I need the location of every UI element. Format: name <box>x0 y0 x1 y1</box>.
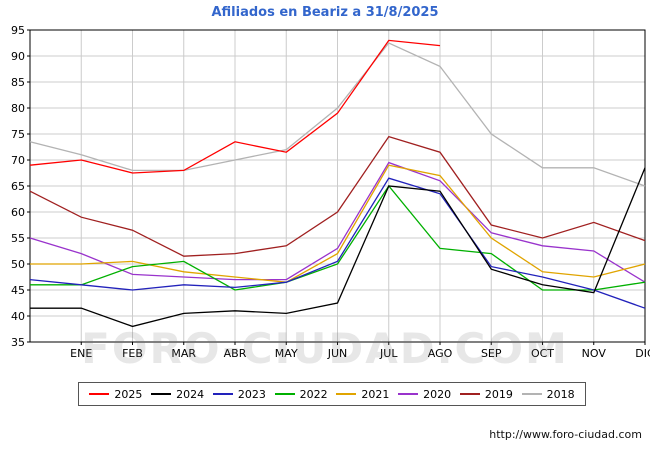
x-tick-label: NOV <box>582 347 607 360</box>
legend-item-2023: 2023 <box>212 387 266 401</box>
x-tick-label: JUN <box>327 347 348 360</box>
y-tick-label: 35 <box>11 336 25 349</box>
website-link[interactable]: http://www.foro-ciudad.com <box>489 428 642 441</box>
x-tick-label: ABR <box>224 347 247 360</box>
y-tick-label: 40 <box>11 310 25 323</box>
legend-swatch-2018 <box>521 393 542 395</box>
x-tick-label: JUL <box>379 347 398 360</box>
x-tick-label: OCT <box>531 347 554 360</box>
legend-item-2021: 2021 <box>336 388 389 401</box>
legend-swatch-2019 <box>459 393 480 395</box>
legend-label-2019: 2019 <box>484 387 513 401</box>
x-tick-label: FEB <box>122 347 143 360</box>
legend-item-2019: 2019 <box>459 387 513 401</box>
chart-title: Afiliados en Beariz a 31/8/2025 <box>211 5 439 20</box>
series-line-2023 <box>29 177 646 309</box>
legend-swatch-2025 <box>89 393 110 395</box>
x-tick-label: MAR <box>171 347 196 360</box>
legend-item-2020: 2020 <box>398 388 451 401</box>
series-line-2019 <box>29 135 646 257</box>
legend-item-2025: 2025 <box>89 388 142 401</box>
y-tick-label: 65 <box>11 180 25 193</box>
legend: 2025 2024 2023 2022 2021 2020 2019 2018 <box>78 382 586 406</box>
y-tick-label: 50 <box>11 258 25 271</box>
legend-label-2021: 2021 <box>361 387 390 401</box>
legend-label-2022: 2022 <box>299 387 328 401</box>
x-tick-label: AGO <box>428 347 453 360</box>
y-tick-label: 55 <box>11 232 25 245</box>
legend-swatch-2023 <box>212 393 233 395</box>
legend-item-2024: 2024 <box>151 388 204 401</box>
x-tick-label: ENE <box>70 347 92 360</box>
y-tick-label: 80 <box>11 102 25 115</box>
x-tick-label: SEP <box>481 347 502 360</box>
legend-label-2024: 2024 <box>176 387 205 401</box>
legend-swatch-2021 <box>336 393 357 395</box>
y-tick-label: 45 <box>11 284 25 297</box>
legend-label-2020: 2020 <box>423 387 452 401</box>
y-tick-label: 60 <box>11 206 25 219</box>
series-line-2020 <box>29 161 646 283</box>
y-tick-label: 95 <box>11 24 25 37</box>
series-line-2021 <box>30 164 646 283</box>
series-line-2022 <box>30 184 646 291</box>
y-tick-label: 70 <box>11 154 25 167</box>
legend-item-2022: 2022 <box>274 387 328 401</box>
legend-label-2025: 2025 <box>114 387 143 401</box>
legend-swatch-2022 <box>274 393 295 395</box>
series-line-2018 <box>29 42 646 187</box>
y-tick-label: 75 <box>11 128 25 141</box>
legend-swatch-2020 <box>398 393 419 395</box>
legend-label-2018: 2018 <box>546 387 575 401</box>
x-tick-label: MAY <box>275 347 298 360</box>
legend-label-2023: 2023 <box>237 387 266 401</box>
series-line-2025 <box>29 39 441 174</box>
y-tick-label: 90 <box>11 50 25 63</box>
legend-item-2018: 2018 <box>521 387 575 401</box>
legend-swatch-2024 <box>151 393 172 395</box>
line-chart: 35 40 45 50 55 60 65 70 75 80 85 90 95 ENE FEB MAR ABR MA… <box>11 24 650 360</box>
series-line-2024 <box>30 167 646 328</box>
x-tick-label: DIC <box>635 347 650 360</box>
y-tick-label: 85 <box>11 76 25 89</box>
